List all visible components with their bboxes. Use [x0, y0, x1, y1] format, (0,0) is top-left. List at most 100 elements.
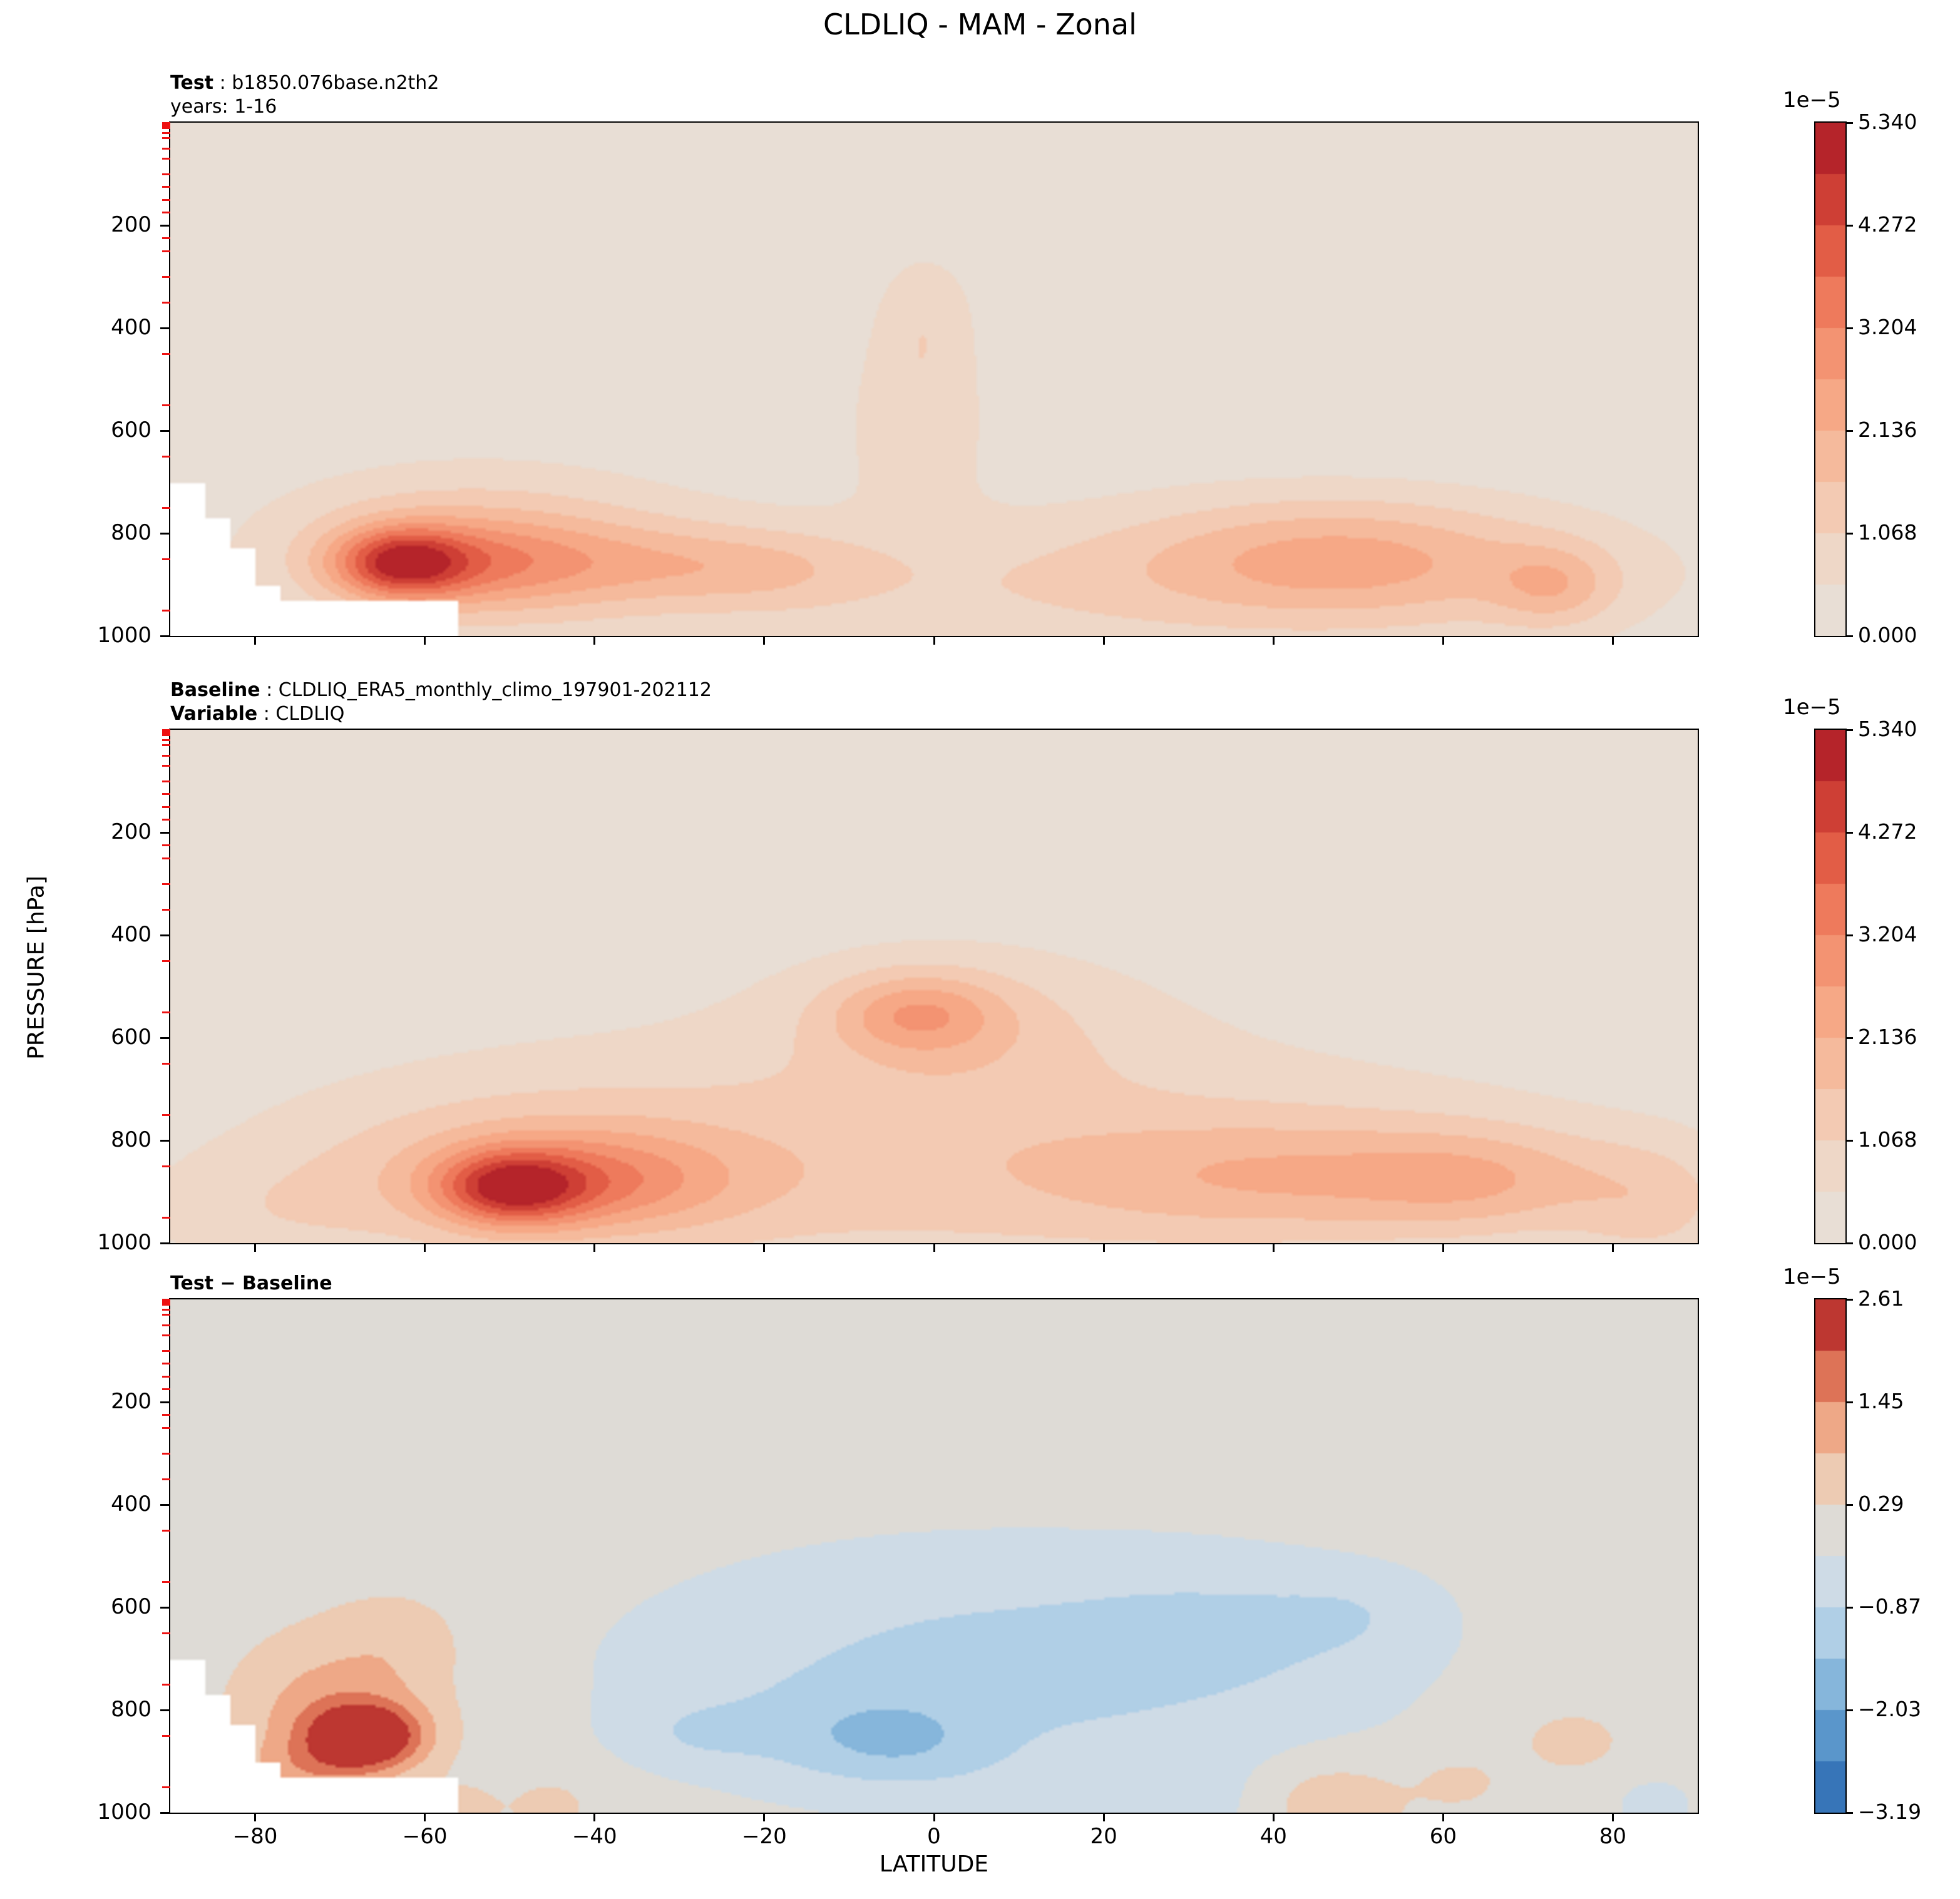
- model-level-tick: [162, 730, 170, 732]
- y-tick-label: 1000: [97, 1799, 151, 1825]
- model-level-tick: [162, 1062, 170, 1065]
- model-level-tick: [162, 731, 170, 734]
- x-tick: [1272, 1813, 1275, 1821]
- model-level-tick: [162, 1734, 170, 1737]
- colorbar-tick: [1845, 224, 1853, 227]
- colorbar-tick-label: 1.068: [1858, 520, 1917, 545]
- y-tick: [160, 1503, 170, 1506]
- colorbar-tick: [1845, 1242, 1853, 1244]
- y-tick-label: 600: [111, 1594, 151, 1619]
- model-level-tick: [162, 609, 170, 612]
- model-level-tick: [162, 806, 170, 808]
- panel-1-contour-canvas: [170, 123, 1698, 636]
- colorbar-tick: [1845, 1298, 1853, 1301]
- model-level-tick: [162, 1314, 170, 1316]
- panel-2-contour-canvas: [170, 730, 1698, 1243]
- panel-3-annotation-line-1: Test − Baseline: [170, 1272, 1360, 1296]
- colorbar-tick-label: 0.29: [1858, 1492, 1904, 1516]
- x-tick: [593, 1813, 596, 1821]
- colorbar-tick: [1845, 532, 1853, 535]
- model-level-tick: [162, 883, 170, 885]
- panel-1-colorbar-canvas: [1815, 123, 1845, 636]
- x-tick: [933, 1243, 935, 1252]
- colorbar-tick-label: 5.340: [1858, 717, 1917, 741]
- colorbar-tick-label: 4.272: [1858, 212, 1917, 237]
- colorbar-tick-label: 5.340: [1858, 110, 1917, 134]
- y-tick-label: 400: [111, 922, 151, 947]
- y-tick: [160, 1606, 170, 1609]
- x-tick: [254, 1243, 257, 1252]
- x-tick-label: −20: [741, 1824, 787, 1849]
- colorbar-tick-label: 1.45: [1858, 1389, 1904, 1413]
- model-level-tick: [162, 455, 170, 458]
- y-tick: [160, 1401, 170, 1403]
- y-axis-label: PRESSURE [hPa]: [23, 876, 49, 1060]
- model-level-tick: [162, 1786, 170, 1788]
- colorbar-tick-label: −0.87: [1858, 1594, 1922, 1619]
- model-level-tick: [162, 1452, 170, 1455]
- model-level-tick: [162, 754, 170, 757]
- model-level-tick: [162, 1414, 170, 1416]
- model-level-tick: [162, 147, 170, 150]
- x-tick: [424, 1243, 426, 1252]
- x-tick: [1102, 636, 1105, 645]
- model-level-tick: [162, 137, 170, 140]
- y-tick: [160, 1709, 170, 1711]
- panel-2-annotation: Baseline : CLDLIQ_ERA5_monthly_climo_197…: [170, 667, 1360, 726]
- x-tick: [424, 636, 426, 645]
- colorbar-tick: [1845, 121, 1853, 124]
- chart-title: CLDLIQ - MAM - Zonal: [823, 8, 1137, 41]
- y-tick: [160, 224, 170, 227]
- colorbar-tick-label: 3.204: [1858, 922, 1917, 946]
- x-tick: [1611, 1243, 1614, 1252]
- model-level-tick: [162, 734, 170, 736]
- model-level-tick: [162, 125, 170, 128]
- model-level-tick: [162, 764, 170, 767]
- model-level-tick: [162, 1301, 170, 1303]
- y-tick: [160, 1037, 170, 1039]
- colorbar-tick: [1845, 1811, 1853, 1814]
- x-tick: [424, 1813, 426, 1821]
- model-level-tick: [162, 157, 170, 160]
- panel-3-colorbar-canvas: [1815, 1299, 1845, 1813]
- x-tick: [1442, 636, 1444, 645]
- model-level-tick: [162, 301, 170, 304]
- x-tick: [763, 1813, 766, 1821]
- model-level-tick: [162, 1632, 170, 1634]
- panel-1-annotation-line2-text: years: 1-16: [170, 96, 277, 118]
- colorbar-tick: [1845, 1139, 1853, 1142]
- panel-1-annotation-line-1: Test : b1850.076base.n2th2: [170, 71, 1360, 95]
- model-level-tick: [162, 1363, 170, 1364]
- model-level-tick: [162, 1216, 170, 1219]
- y-tick-label: 800: [111, 520, 151, 545]
- model-level-tick: [162, 819, 170, 821]
- model-level-tick: [162, 186, 170, 188]
- model-level-tick: [162, 250, 170, 252]
- model-level-tick: [162, 1580, 170, 1583]
- x-tick: [1442, 1243, 1444, 1252]
- x-tick-label: 0: [927, 1824, 941, 1849]
- x-tick-label: 80: [1599, 1824, 1627, 1849]
- model-level-tick: [162, 1426, 170, 1429]
- x-tick: [1442, 1813, 1444, 1821]
- colorbar-tick-label: −3.19: [1858, 1799, 1922, 1824]
- model-level-tick: [162, 1683, 170, 1686]
- y-tick: [160, 1811, 170, 1814]
- model-level-tick: [162, 960, 170, 962]
- panel-2-annotation-line2-label: Variable: [170, 703, 258, 725]
- panel-3-annotation-line1-label: Test − Baseline: [170, 1272, 332, 1294]
- y-tick-label: 1000: [97, 1230, 151, 1255]
- panel-2-annotation-line-1: Baseline : CLDLIQ_ERA5_monthly_climo_197…: [170, 678, 1360, 702]
- model-level-tick: [162, 1334, 170, 1336]
- y-tick-label: 1000: [97, 623, 151, 648]
- panel-3-annotation: Test − Baseline: [170, 1237, 1360, 1296]
- panel-2-colorbar-canvas: [1815, 730, 1845, 1243]
- x-tick-label: −40: [572, 1824, 617, 1849]
- panel-1-annotation-line1-text: : b1850.076base.n2th2: [213, 72, 439, 94]
- x-tick: [763, 636, 766, 645]
- model-level-tick: [162, 1324, 170, 1326]
- model-level-tick: [162, 1113, 170, 1116]
- panel-2-annotation-line2-text: : CLDLIQ: [257, 703, 345, 725]
- x-tick: [593, 636, 596, 645]
